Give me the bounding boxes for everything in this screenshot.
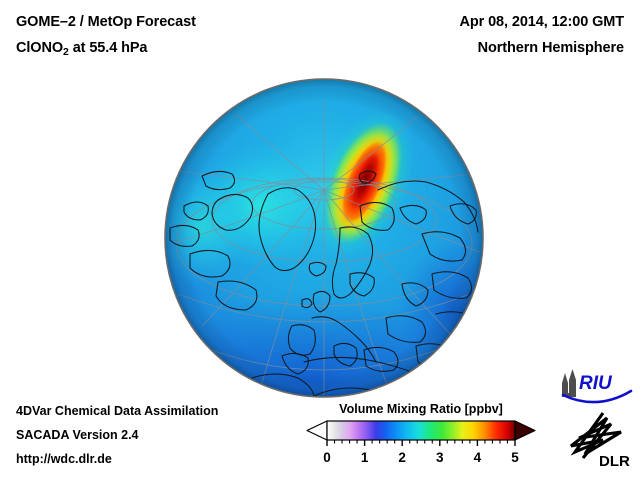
species-name: ClONO [16,40,64,56]
riu-wordmark: RIU [579,373,613,394]
assimilation-method-label: 4DVar Chemical Data Assimilation [16,404,219,418]
orthographic-projection-svg [164,78,484,398]
colorbar-tick-label: 5 [511,450,519,465]
colorbar-under-arrow [306,420,328,441]
colorbar-tick-labels: 0 1 2 3 4 5 [305,450,537,472]
pressure-level-label: at 55.4 hPa [68,40,148,56]
colorbar: Volume Mixing Ratio [ppbv] 0 1 2 3 4 5 [305,402,537,474]
page-subtitle-species: ClONO2 at 55.4 hPa [16,40,148,58]
colorbar-scale [306,420,536,446]
colorbar-tick-label: 3 [436,450,444,465]
page-title: GOME–2 / MetOp Forecast [16,14,196,30]
colorbar-over-arrow [514,420,536,441]
colorbar-tick-label: 2 [398,450,406,465]
software-version-label: SACADA Version 2.4 [16,428,139,442]
forecast-timestamp: Apr 08, 2014, 12:00 GMT [459,14,624,30]
data-center-url[interactable]: http://wdc.dlr.de [16,452,112,466]
colorbar-ticks [326,440,516,446]
colorbar-tick-label: 4 [473,450,482,465]
colorbar-gradient [326,420,516,441]
colorbar-tick-label: 1 [360,450,369,465]
colorbar-title: Volume Mixing Ratio [ppbv] [339,402,503,416]
species-subscript: 2 [63,46,69,58]
dlr-logo: DLR [570,412,630,470]
limb-shading [165,79,483,397]
globe-map [164,78,484,398]
globe-limb-outline [164,78,484,398]
dlr-wordmark: DLR [599,453,630,470]
riu-logo: RIU [561,369,633,404]
cathedral-spires-icon [562,369,576,397]
riu-swoosh-icon [561,389,633,404]
dlr-bird-icon [570,412,622,459]
colorbar-tick-label: 0 [323,450,331,465]
hemisphere-label: Northern Hemisphere [477,40,624,56]
scalar-field [165,79,483,397]
